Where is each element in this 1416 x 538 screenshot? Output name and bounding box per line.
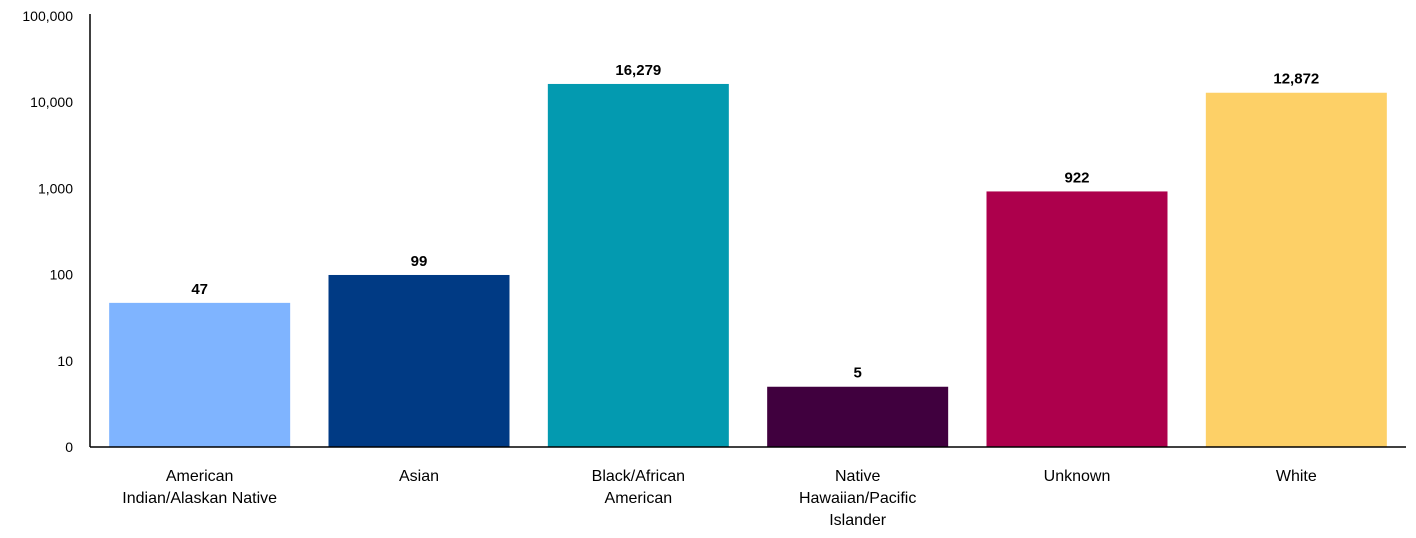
y-tick-label: 0 [65, 439, 73, 455]
data-label: 99 [411, 253, 428, 270]
bar [109, 302, 291, 447]
y-tick-label: 10 [57, 353, 73, 369]
x-tick-label: Unknown [1044, 468, 1111, 485]
bar [328, 274, 510, 447]
data-label: 47 [191, 281, 208, 298]
y-tick-label: 100 [50, 267, 74, 283]
x-tick-label: American [605, 490, 673, 507]
x-tick-label: Indian/Alaskan Native [122, 490, 277, 507]
y-tick-label: 10,000 [30, 94, 73, 110]
data-label: 5 [853, 365, 861, 382]
data-label: 12,872 [1273, 71, 1319, 88]
y-tick-label: 100,000 [22, 8, 73, 24]
x-tick-label: Black/African [592, 468, 685, 485]
data-label: 16,279 [615, 62, 661, 79]
bar [547, 83, 729, 447]
x-tick-label: Native [835, 468, 880, 485]
x-tick-label: Asian [399, 468, 439, 485]
x-tick-label: White [1276, 468, 1317, 485]
bar [986, 191, 1168, 447]
y-tick-label: 1,000 [38, 180, 73, 196]
data-label: 922 [1064, 169, 1089, 186]
x-tick-label: American [166, 468, 234, 485]
x-tick-label: Islander [829, 512, 887, 529]
bar [767, 386, 949, 447]
x-tick-label: Hawaiian/Pacific [799, 490, 916, 507]
bar [1205, 92, 1387, 448]
